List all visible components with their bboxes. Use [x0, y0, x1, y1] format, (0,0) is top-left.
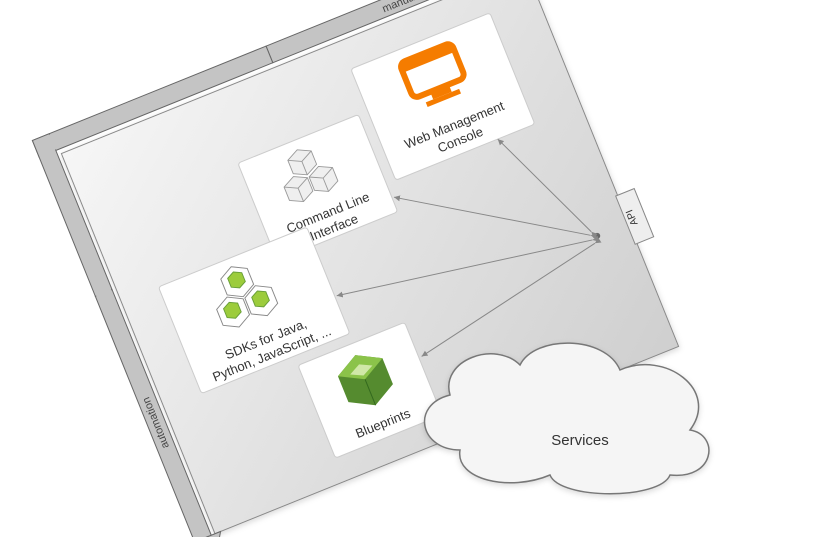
cloud-label: Services — [551, 432, 609, 449]
services-cloud: Services — [425, 343, 709, 494]
diagram-canvas: manual automation Web Management Cons — [0, 0, 830, 537]
